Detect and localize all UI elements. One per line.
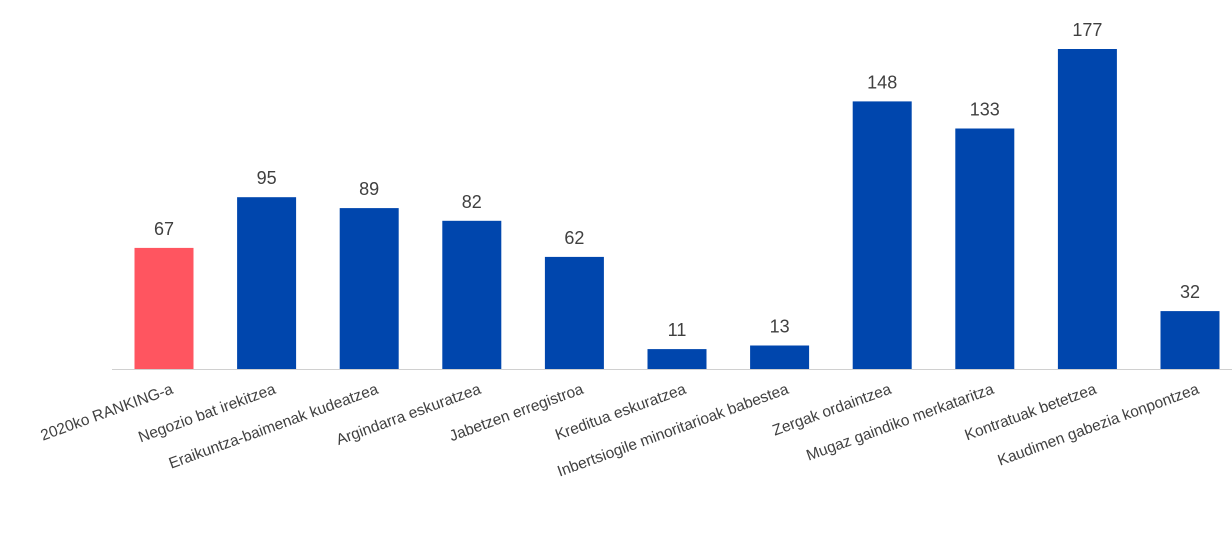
value-label-0: 67 [154, 219, 174, 239]
category-label-10: Kaudimen gabezia konpontzea [996, 381, 1202, 470]
value-labels-group: 67 95 89 82 62 11 13 148 133 177 32 [154, 20, 1200, 340]
value-label-4: 62 [564, 228, 584, 248]
value-label-5: 11 [668, 320, 687, 340]
bar-6 [750, 345, 810, 369]
bar-3 [442, 220, 502, 369]
bar-0 [134, 247, 194, 369]
bar-5 [647, 349, 707, 369]
bar-9 [1057, 49, 1117, 369]
bar-10 [1160, 311, 1220, 369]
value-label-9: 177 [1072, 20, 1102, 40]
value-label-1: 95 [257, 168, 277, 188]
value-label-2: 89 [359, 179, 379, 199]
bar-8 [955, 128, 1015, 369]
value-label-6: 13 [770, 317, 790, 337]
value-label-10: 32 [1180, 282, 1200, 302]
bar-7 [852, 101, 912, 370]
bar-1 [237, 197, 297, 369]
bars-group [134, 49, 1220, 370]
category-label-8: Mugaz gaindiko merkataritza [804, 381, 996, 465]
value-label-8: 133 [970, 100, 1000, 120]
value-label-7: 148 [867, 72, 897, 92]
bar-4 [544, 256, 604, 369]
value-label-3: 82 [462, 192, 482, 212]
bar-2 [339, 208, 399, 369]
